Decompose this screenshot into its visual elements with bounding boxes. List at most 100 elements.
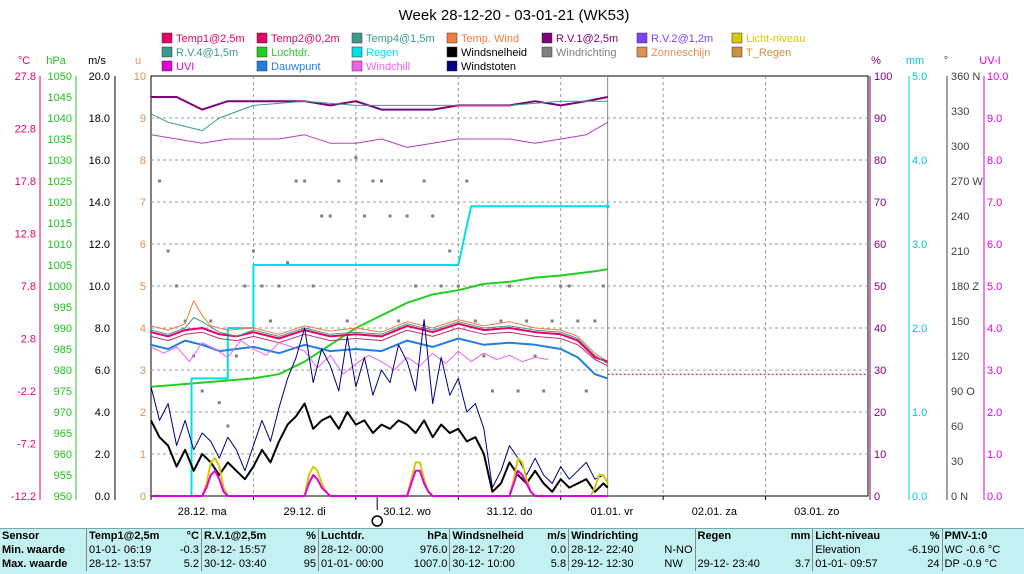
stats-header-cell: hPa bbox=[427, 530, 448, 542]
tick-label-wind: 0.0 bbox=[95, 491, 110, 503]
series-rv1 bbox=[151, 96, 608, 111]
stats-header-cell: % bbox=[306, 530, 316, 542]
tick-label-rain: 3.0 bbox=[912, 239, 927, 251]
stats-header-cell: Regen bbox=[694, 529, 789, 543]
stats-header-cell: Sensor bbox=[2, 530, 40, 542]
windrichting-point bbox=[311, 284, 315, 288]
windrichting-point bbox=[166, 249, 170, 253]
legend-swatch bbox=[541, 32, 553, 44]
windrichting-point bbox=[175, 284, 179, 288]
series-windsnelheid bbox=[150, 402, 609, 493]
windrichting-point bbox=[576, 319, 580, 323]
tick-label-direction: 300 bbox=[951, 141, 969, 153]
tick-label-sunhours: 4 bbox=[140, 323, 146, 335]
tick-label-sunhours: 5 bbox=[140, 281, 146, 293]
legend-swatch bbox=[256, 60, 268, 72]
legend-swatch bbox=[351, 60, 363, 72]
tick-label-pressure: 1015 bbox=[48, 218, 72, 230]
stats-header-cell bbox=[662, 529, 695, 543]
stats-cell: 28-12- 15:57 bbox=[200, 543, 295, 557]
tick-label-humidity: 40 bbox=[874, 323, 886, 335]
windrichting-point bbox=[490, 389, 494, 393]
stats-cell: NW bbox=[664, 558, 683, 570]
windrichting-point bbox=[303, 179, 307, 183]
tick-label-wind: 18.0 bbox=[89, 113, 110, 125]
stats-cell: Min. waarde bbox=[2, 544, 65, 556]
windrichting-point bbox=[414, 284, 418, 288]
x-day-label: 30.12. wo bbox=[383, 506, 431, 518]
windrichting-point bbox=[320, 214, 324, 218]
series-temp1 bbox=[150, 322, 609, 363]
stats-header-cell: % bbox=[929, 530, 940, 542]
tick-label-temp: 2.8 bbox=[21, 334, 36, 346]
stats-cell: DP -0.9 °C bbox=[941, 557, 1024, 571]
stats-cell: 0.0 bbox=[550, 544, 567, 556]
tick-label-wind: 16.0 bbox=[89, 155, 110, 167]
tick-label-pressure: 1025 bbox=[48, 176, 72, 188]
tick-label-humidity: 0 bbox=[874, 491, 880, 503]
tick-label-pressure: 985 bbox=[54, 344, 72, 356]
tick-label-pressure: 1050 bbox=[48, 71, 72, 83]
tick-label-rain: 4.0 bbox=[912, 155, 927, 167]
legend-label: Temp2@0,2m bbox=[271, 33, 340, 45]
stats-cell: 24 bbox=[927, 558, 940, 570]
windrichting-point bbox=[559, 284, 563, 288]
windrichting-point bbox=[217, 401, 221, 405]
legend-label: Temp4@1,5m bbox=[366, 33, 435, 45]
legend-label: R.V.2@1,2m bbox=[651, 33, 713, 45]
stats-cell: WC -0.6 °C bbox=[941, 543, 1024, 557]
windrichting-point bbox=[542, 389, 546, 393]
windrichting-point bbox=[226, 424, 230, 428]
x-day-label: 29.12. di bbox=[284, 506, 326, 518]
statistics-panel: Sensor Temp1@2,5m °C R.V.1@2,5m % Luchtd… bbox=[0, 528, 1024, 574]
stats-cell: 95 bbox=[303, 558, 316, 570]
tick-label-wind: 20.0 bbox=[89, 71, 110, 83]
windrichting-point bbox=[200, 389, 204, 393]
windrichting-point bbox=[448, 249, 452, 253]
legend-swatch bbox=[256, 46, 268, 58]
stats-header-cell: Licht-niveau bbox=[812, 529, 907, 543]
weather-chart: Week 28-12-20 - 03-01-21 (WK53) Temp1@2,… bbox=[11, 7, 1008, 527]
tick-label-temp: 27.8 bbox=[15, 71, 36, 83]
tick-label-direction: 60 bbox=[951, 421, 963, 433]
windrichting-point bbox=[294, 179, 298, 183]
tick-label-direction: 270 W bbox=[951, 176, 983, 188]
stats-cell: Elevation bbox=[812, 543, 907, 557]
tick-label-sunhours: 8 bbox=[140, 155, 146, 167]
axis-unit-wind: m/s bbox=[88, 55, 106, 67]
tick-label-sunhours: 7 bbox=[140, 197, 146, 209]
tick-label-temp: 17.8 bbox=[15, 176, 36, 188]
tick-label-temp: -7.2 bbox=[17, 439, 36, 451]
tick-label-humidity: 10 bbox=[874, 449, 886, 461]
tick-label-pressure: 1045 bbox=[48, 92, 72, 104]
legend-swatch bbox=[161, 60, 173, 72]
stats-cell: 01-01- 09:57 bbox=[812, 557, 907, 571]
tick-label-direction: 150 bbox=[951, 316, 969, 328]
tick-label-humidity: 100 bbox=[874, 71, 892, 83]
windrichting-point bbox=[499, 319, 503, 323]
windrichting-point bbox=[397, 319, 401, 323]
axis-unit-temp: °C bbox=[18, 55, 30, 67]
tick-label-uvi: 3.0 bbox=[987, 365, 1002, 377]
windrichting-point bbox=[362, 214, 366, 218]
stats-header-cell: °C bbox=[186, 530, 199, 542]
stats-cell: 01-01- 06:19 bbox=[85, 543, 174, 557]
tick-label-humidity: 50 bbox=[874, 281, 886, 293]
legend-label: Windsnelheid bbox=[461, 47, 527, 59]
stats-cell: 5.8 bbox=[550, 558, 567, 570]
axis-unit-sunhours: u bbox=[135, 55, 141, 67]
regen-end-point bbox=[605, 204, 610, 209]
tick-label-pressure: 965 bbox=[54, 428, 72, 440]
stats-cell: 28-12- 17:20 bbox=[449, 543, 541, 557]
stats-max-row: Max. waarde 28-12- 13:57 5.2 30-12- 03:4… bbox=[0, 557, 1024, 571]
legend-label: Licht-niveau bbox=[746, 33, 805, 45]
tick-label-sunhours: 6 bbox=[140, 239, 146, 251]
tick-label-uvi: 4.0 bbox=[987, 323, 1002, 335]
stats-header-cell: R.V.1@2,5m bbox=[200, 529, 295, 543]
cursor-marker bbox=[371, 515, 383, 527]
legend-swatch bbox=[161, 32, 173, 44]
windrichting-point bbox=[405, 214, 409, 218]
tick-label-temp: 12.8 bbox=[15, 229, 36, 241]
series-rv2 bbox=[150, 121, 608, 148]
tick-label-sunhours: 9 bbox=[140, 113, 146, 125]
